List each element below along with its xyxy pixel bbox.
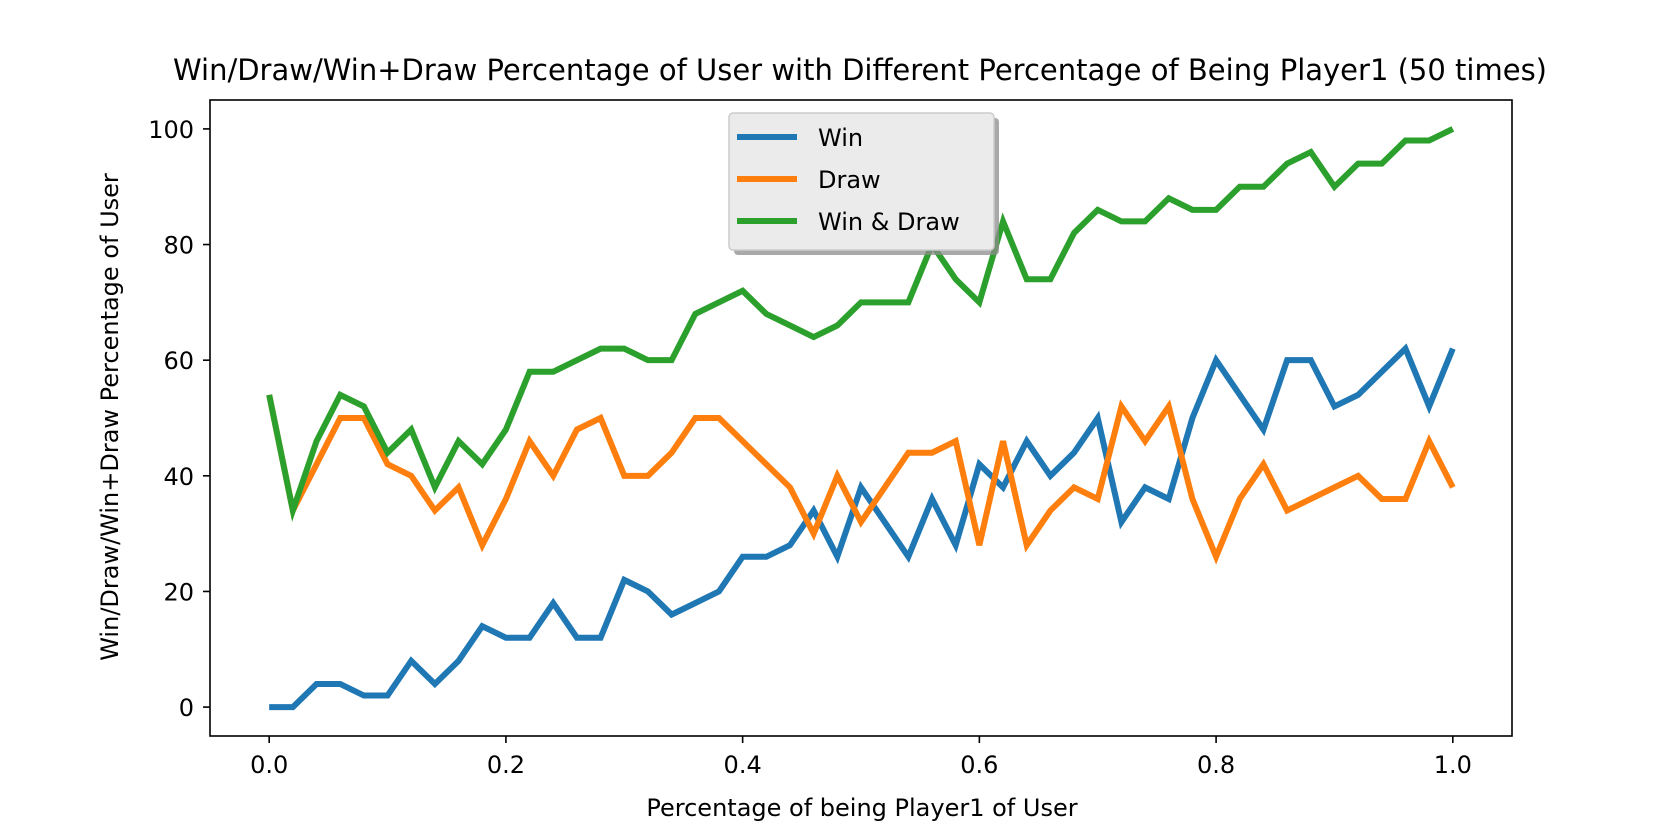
x-tick-label: 0.8 — [1197, 751, 1235, 779]
axes: 0.0 0.2 0.4 0.6 0.8 1.0 0 20 40 60 80 100 — [148, 99, 1513, 779]
x-tick-label: 0.4 — [724, 751, 762, 779]
legend-box — [728, 112, 995, 251]
legend-label-0: Win — [818, 124, 863, 152]
series-line-2 — [266, 126, 1455, 522]
plot-frame — [209, 99, 1513, 737]
x-axis-label: Percentage of being Player1 of User — [646, 794, 1077, 822]
legend-label-1: Draw — [818, 166, 881, 194]
y-tick-label: 100 — [148, 116, 194, 144]
y-axis-label: Win/Draw/Win+Draw Percentage of User — [96, 173, 124, 661]
legend-label-2: Win & Draw — [818, 208, 960, 236]
y-tick-label: 60 — [163, 347, 194, 375]
series-line-1 — [266, 394, 1456, 565]
x-tick-label: 0.0 — [250, 751, 288, 779]
x-tick-label: 0.6 — [960, 751, 998, 779]
series-line-0 — [269, 343, 1456, 711]
legend: Win Draw Win & Draw — [728, 112, 999, 255]
y-tick-label: 40 — [163, 463, 194, 491]
x-tick-label: 1.0 — [1434, 751, 1472, 779]
chart-title: Win/Draw/Win+Draw Percentage of User wit… — [173, 53, 1547, 87]
x-tick-label: 0.2 — [487, 751, 525, 779]
y-tick-label: 0 — [179, 694, 194, 722]
plot-area — [266, 126, 1456, 711]
y-tick-label: 20 — [163, 578, 194, 606]
y-tick-label: 80 — [163, 232, 194, 260]
